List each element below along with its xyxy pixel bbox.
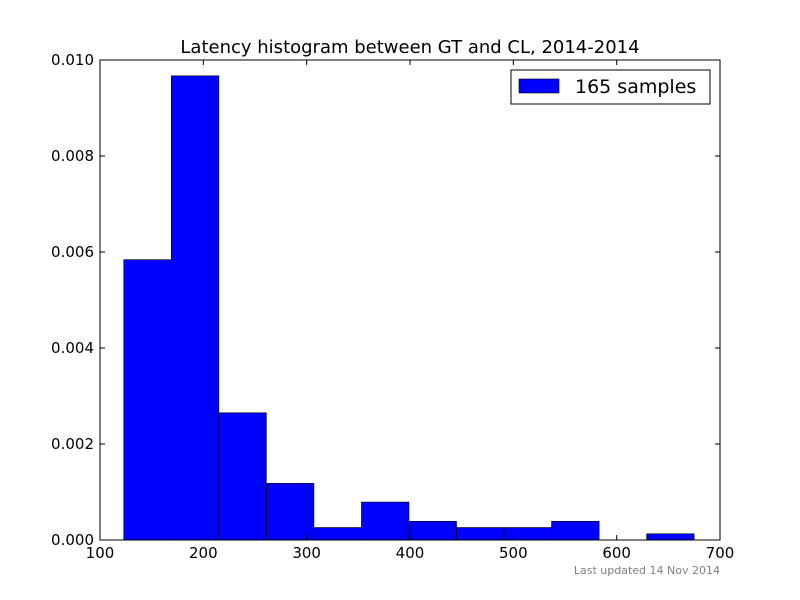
x-tick-labels: 100 200 300 400 500 600 700 (86, 544, 735, 562)
histogram-bar-9 (551, 520, 600, 541)
y-tick-labels: 0.000 0.002 0.004 0.006 0.008 0.010 (51, 51, 94, 549)
histogram-bar-0 (123, 259, 172, 541)
last-updated-note: Last updated 14 Nov 2014 (574, 564, 720, 577)
x-tick-label-0: 100 (86, 544, 115, 562)
histogram-bar-1 (171, 75, 220, 541)
legend-swatch (518, 78, 560, 94)
y-tick-label-0: 0.000 (51, 531, 94, 549)
legend-label: 165 samples (575, 76, 696, 98)
histogram-bar-6 (408, 520, 457, 541)
histogram-bar-8 (503, 527, 552, 541)
ticks-group (99, 59, 721, 541)
histogram-bar-2 (218, 412, 267, 541)
x-tick-label-1: 200 (189, 544, 218, 562)
x-tick-label-4: 500 (499, 544, 528, 562)
y-tick-label-3: 0.006 (51, 243, 94, 261)
histogram-bar-7 (456, 527, 505, 541)
x-tick-label-6: 700 (706, 544, 735, 562)
x-tick-label-2: 300 (292, 544, 321, 562)
y-tick-label-4: 0.008 (51, 147, 94, 165)
y-tick-label-2: 0.004 (51, 339, 94, 357)
histogram-bar-4 (313, 527, 362, 541)
y-tick-label-5: 0.010 (51, 51, 94, 69)
y-tick-label-1: 0.002 (51, 435, 94, 453)
histogram-bar-3 (266, 483, 315, 541)
histogram-bar-5 (361, 501, 410, 541)
bars-group (123, 75, 695, 541)
chart-title: Latency histogram between GT and CL, 201… (180, 37, 639, 58)
histogram-bar-11 (646, 533, 695, 541)
legend: 165 samples (510, 69, 711, 105)
x-tick-label-5: 600 (602, 544, 631, 562)
x-tick-label-3: 400 (396, 544, 425, 562)
